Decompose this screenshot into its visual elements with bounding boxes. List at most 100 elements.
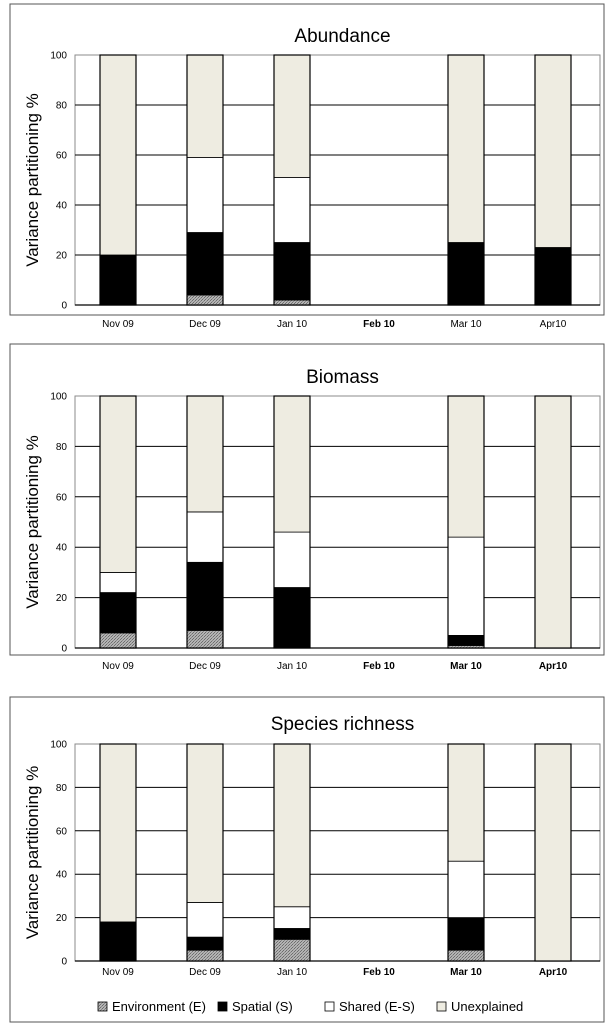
x-tick-label-nov-09: Nov 09 [102,967,134,978]
y-axis-label: Variance partitioning % [23,435,42,609]
bar-segment-environment-e-nov-09 [99,632,137,649]
bar-segment-spatial-s-mar-10 [447,635,485,646]
x-tick-label-feb-10: Feb 10 [363,661,395,672]
y-tick-label: 40 [56,201,68,212]
x-tick-label-mar-10: Mar 10 [450,661,482,672]
bar-segment-environment-e-dec-09 [186,294,224,306]
bar-segment-environment-e-jan-10 [273,938,311,962]
bar-segment-unexplained-mar-10 [447,395,485,538]
bar-segment-unexplained-dec-09 [186,54,224,158]
bar-segment-unexplained-apr10 [534,743,572,962]
bar-segment-environment-e-dec-09 [186,629,224,649]
x-tick-label-apr10: Apr10 [539,967,568,978]
bar-segment-unexplained-mar-10 [447,743,485,862]
bar-outline-mar-10 [447,743,485,962]
x-tick-label-dec-09: Dec 09 [189,967,221,978]
y-tick-label: 60 [56,492,68,503]
bar-segment-unexplained-jan-10 [273,54,311,178]
y-tick-label: 80 [56,101,68,112]
x-tick-label-jan-10: Jan 10 [277,661,307,672]
legend-item-spatial-s: Spatial (S) [217,999,293,1014]
x-tick-label-jan-10: Jan 10 [277,967,307,978]
legend-label: Unexplained [451,999,523,1014]
bar-segment-environment-e-dec-09 [186,949,224,962]
bar-outline-nov-09 [99,54,137,306]
bar-outline-apr10 [534,743,572,962]
bar-segment-spatial-s-nov-09 [99,254,137,306]
y-tick-label: 40 [56,870,68,881]
bar-segment-spatial-s-jan-10 [273,928,311,940]
legend-label: Spatial (S) [232,999,293,1014]
bar-segment-environment-e-mar-10 [447,949,485,962]
bar-outline-apr10 [534,54,572,306]
bar-segment-environment-e-jan-10 [273,299,311,306]
bar-segment-shared-e-s-jan-10 [273,906,311,929]
bar-segment-unexplained-nov-09 [99,54,137,256]
x-tick-label-mar-10: Mar 10 [450,967,482,978]
legend-swatch [324,1001,335,1012]
y-tick-label: 0 [61,301,67,312]
chart-title: Species richness [271,714,415,735]
legend-swatch [436,1001,447,1012]
y-tick-label: 0 [61,957,67,968]
bar-segment-spatial-s-nov-09 [99,592,137,634]
y-tick-label: 20 [56,251,68,262]
legend-item-unexplained: Unexplained [436,999,523,1014]
y-tick-label: 0 [61,644,67,655]
plot-area [74,54,601,306]
bar-segment-spatial-s-mar-10 [447,242,485,306]
chart-species-richness: 0 20 40 60 80 100 Species richness Variance par… [9,696,605,1023]
legend-label: Environment (E) [112,999,206,1014]
chart-title: Abundance [294,26,390,47]
legend-swatch [97,1001,108,1012]
bar-segment-shared-e-s-dec-09 [186,902,224,938]
bar-segment-unexplained-dec-09 [186,395,224,513]
chart-frame [9,696,605,1023]
chart-biomass: 0 20 40 60 80 100 Biomass Variance partitioning… [9,343,605,672]
legend-item-environment-e: Environment (E) [97,999,206,1014]
bar-segment-spatial-s-mar-10 [447,917,485,951]
bar-outline-jan-10 [273,743,311,962]
bar-segment-unexplained-apr10 [534,395,572,649]
bar-segment-shared-e-s-nov-09 [99,572,137,593]
bar-segment-unexplained-nov-09 [99,743,137,923]
chart-title: Biomass [306,367,379,388]
legend-item-shared-e-s: Shared (E-S) [324,999,415,1014]
bar-segment-spatial-s-dec-09 [186,232,224,296]
bar-segment-unexplained-dec-09 [186,743,224,903]
bar-segment-spatial-s-jan-10 [273,242,311,301]
y-tick-label: 80 [56,783,68,794]
y-tick-label: 80 [56,442,68,453]
bar-outline-nov-09 [99,395,137,649]
bar-outline-mar-10 [447,54,485,306]
bar-segment-shared-e-s-jan-10 [273,531,311,588]
plot-area [74,395,601,649]
bar-outline-apr10 [534,395,572,649]
bar-segment-unexplained-jan-10 [273,395,311,533]
x-tick-label-mar-10: Mar 10 [450,319,482,330]
bar-outline-dec-09 [186,395,224,649]
y-tick-label: 20 [56,593,68,604]
chart-frame [9,343,605,656]
x-tick-label-jan-10: Jan 10 [277,319,307,330]
bar-segment-spatial-s-jan-10 [273,587,311,649]
y-tick-label: 60 [56,826,68,837]
y-tick-label: 100 [50,392,67,403]
bar-segment-shared-e-s-mar-10 [447,536,485,636]
bar-outline-jan-10 [273,395,311,649]
bar-segment-shared-e-s-mar-10 [447,860,485,918]
bar-outline-nov-09 [99,743,137,962]
bar-outline-dec-09 [186,743,224,962]
legend: Environment (E) Spatial (S) Shared (E-S) Un… [97,999,523,1014]
x-tick-label-feb-10: Feb 10 [363,319,395,330]
y-axis-label: Variance partitioning % [23,766,42,940]
bar-segment-spatial-s-apr10 [534,247,572,306]
bar-segment-spatial-s-dec-09 [186,936,224,951]
y-tick-label: 40 [56,543,68,554]
y-axis-label: Variance partitioning % [23,93,42,267]
charts-container: 0 20 40 60 80 100 Abundance Variance partitioni… [9,3,605,1023]
x-tick-label-apr10: Apr10 [540,319,567,330]
bar-segment-shared-e-s-dec-09 [186,157,224,233]
x-tick-label-feb-10: Feb 10 [363,967,395,978]
